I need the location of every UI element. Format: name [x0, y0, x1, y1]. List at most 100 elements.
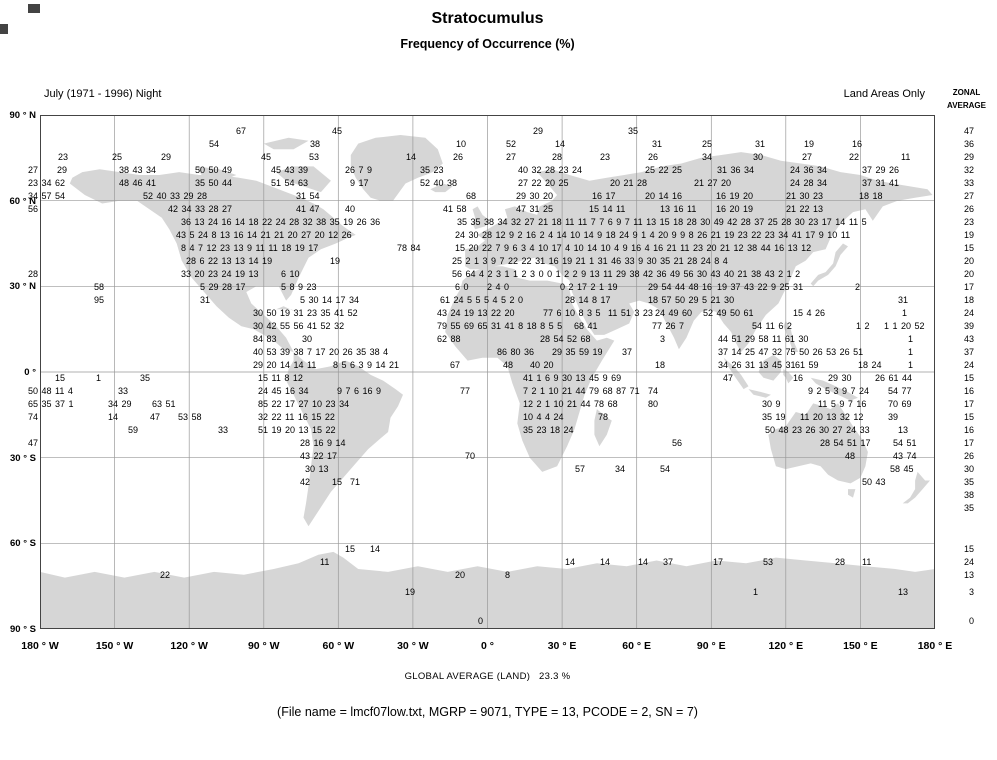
zonal-average-value: 27: [963, 191, 974, 201]
grid-value: 48 46 41: [119, 178, 157, 188]
y-axis-label: 30 ° N: [9, 281, 36, 293]
zonal-average-value: 35: [963, 503, 974, 513]
zonal-average-value: 35: [963, 477, 974, 487]
grid-value: 67: [450, 360, 461, 370]
grid-value: 42 34 33 28 27: [168, 204, 233, 214]
grid-value: 41 58: [443, 204, 467, 214]
grid-value: 77 6 10 8 3 5: [543, 308, 601, 318]
grid-value: 48: [845, 451, 856, 461]
grid-value: 5 8 9 23: [281, 282, 317, 292]
grid-value: 29: [57, 165, 68, 175]
grid-value: 11 5 9 7 16: [818, 399, 867, 409]
x-axis-label: 0 °: [481, 640, 494, 652]
grid-value: 15: [55, 373, 66, 383]
grid-value: 29 20 14 14 11: [253, 360, 317, 370]
grid-value: 48: [503, 360, 514, 370]
grid-value: 45: [261, 152, 272, 162]
grid-value: 1: [902, 308, 908, 318]
grid-value: 15: [332, 477, 343, 487]
grid-value: 14: [108, 412, 119, 422]
grid-value: 37 31 41: [862, 178, 900, 188]
grid-value: 57: [575, 464, 586, 474]
x-axis-label: 60 ° E: [622, 640, 652, 652]
x-axis-label: 120 ° W: [170, 640, 208, 652]
x-axis-label: 180 ° E: [917, 640, 953, 652]
grid-value: 53 58: [178, 412, 202, 422]
scan-artifact-left: [0, 24, 8, 34]
grid-value: 35: [628, 126, 639, 136]
grid-value: 51 54 63: [271, 178, 309, 188]
landmass-south-america: [286, 352, 403, 527]
landmass-australia: [768, 403, 868, 484]
grid-value: 45: [332, 126, 343, 136]
landmass-sumatra: [723, 357, 749, 390]
grid-value: 40 32 28 23 24: [518, 165, 583, 175]
landmass-madagascar: [594, 409, 612, 447]
grid-value: 61 59: [795, 360, 819, 370]
grid-value: 29 30 20: [516, 191, 554, 201]
grid-value: 24 30 28 12 9 2 16 2 4 14 10 14 9 18 24 …: [455, 230, 851, 240]
grid-value: 21 30 23: [786, 191, 824, 201]
grid-value: 61 24 5 5 5 4 5 2 0: [440, 295, 524, 305]
grid-value: 12 2 1 10 21 44 78 68: [523, 399, 618, 409]
grid-value: 0: [478, 616, 484, 626]
grid-value: 11: [901, 152, 911, 162]
zonal-average-value: 15: [963, 412, 974, 422]
grid-value: 34 57 54: [28, 191, 66, 201]
grid-value: 40: [345, 204, 356, 214]
grid-value: 85 22 17 27 10 23 34: [258, 399, 350, 409]
grid-value: 41 47: [296, 204, 320, 214]
grid-value: 54 77: [888, 386, 912, 396]
zonal-average-value: 3: [968, 587, 974, 597]
grid-value: 25 2 1 3 9 7 22 22 31 16 19 21 1 31 46 3…: [452, 256, 728, 266]
zonal-average-value: 36: [963, 139, 974, 149]
grid-value: 29: [161, 152, 172, 162]
grid-value: 16 17: [592, 191, 616, 201]
y-axis-label: 60 ° S: [10, 538, 36, 550]
grid-value: 1: [908, 360, 914, 370]
grid-value: 20 14 16: [645, 191, 683, 201]
x-axis-label: 60 ° W: [322, 640, 355, 652]
y-axis-label: 30 ° S: [10, 452, 36, 464]
grid-value: 1: [753, 587, 759, 597]
grid-value: 1: [908, 334, 914, 344]
grid-value: 47 31 25: [516, 204, 554, 214]
grid-value: 34 26 31 13 45 31: [718, 360, 796, 370]
x-axis-label: 150 ° E: [843, 640, 878, 652]
zonal-average-value: 20: [963, 256, 974, 266]
grid-value: 43 22 17: [300, 451, 338, 461]
grid-value: 9 2 5 3 9 7 24: [808, 386, 870, 396]
grid-value: 68 41: [574, 321, 598, 331]
grid-value: 24 36 34: [790, 165, 828, 175]
grid-value: 54: [209, 139, 220, 149]
landmass-philippines: [783, 320, 799, 352]
zonal-average-value: 38: [963, 490, 974, 500]
grid-value: 52 40 38: [420, 178, 458, 188]
grid-value: 18 18: [859, 191, 883, 201]
grid-value: 1: [908, 347, 914, 357]
grid-value: 43 5 24 8 13 16 14 21 21 20 27 20 12 26: [176, 230, 352, 240]
grid-value: 26: [453, 152, 464, 162]
zonal-average-value: 16: [963, 425, 974, 435]
grid-value: 40 53 39 38 7 17 20 26 35 38 4: [253, 347, 389, 357]
grid-value: 28 54 52 68: [540, 334, 591, 344]
grid-value: 30 13: [305, 464, 329, 474]
landmass-baffin-island: [276, 166, 331, 193]
landmass-cuba: [276, 306, 304, 315]
grid-value: 43 74: [893, 451, 917, 461]
zonal-average-value: 15: [963, 243, 974, 253]
grid-value: 16: [793, 373, 804, 383]
grid-value: 26 61 44: [875, 373, 913, 383]
grid-value: 74: [28, 412, 39, 422]
grid-value: 20 21 28: [610, 178, 648, 188]
grid-value: 23 34 62: [28, 178, 66, 188]
landmass-japan: [810, 243, 848, 287]
grid-value: 28: [552, 152, 563, 162]
grid-value: 50 43: [862, 477, 886, 487]
global-average-label: GLOBAL AVERAGE (LAND) 23.3 %: [404, 671, 571, 682]
zonal-header-line1: ZONAL: [952, 88, 981, 97]
grid-value: 11: [862, 557, 872, 567]
grid-value: 14: [638, 557, 649, 567]
x-axis-label: 180 ° W: [21, 640, 59, 652]
grid-value: 33: [118, 386, 129, 396]
